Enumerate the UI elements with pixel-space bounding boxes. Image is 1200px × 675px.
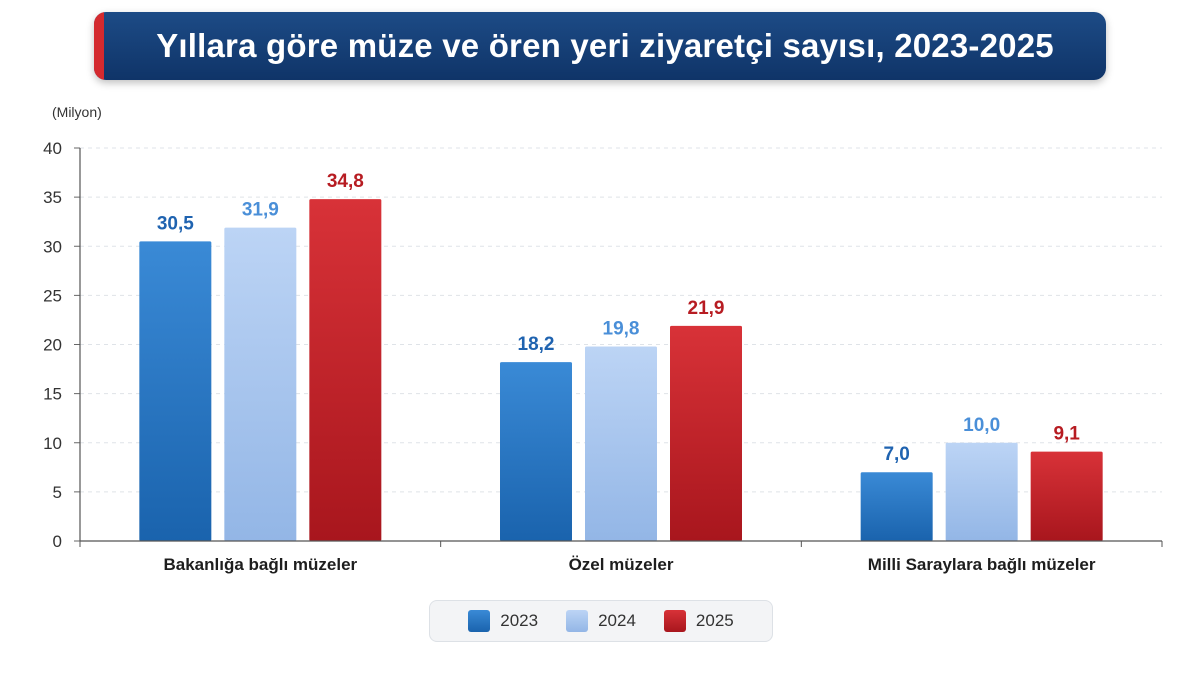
unit-label: (Milyon) [52, 104, 102, 120]
data-label-2024: 10,0 [963, 415, 1000, 436]
chart-title: Yıllara göre müze ve ören yeri ziyaretçi… [156, 27, 1054, 64]
y-tick-label: 35 [43, 188, 62, 207]
y-tick-label: 30 [43, 237, 62, 256]
data-label-2023: 18,2 [518, 334, 555, 355]
y-tick-label: 20 [43, 336, 62, 355]
bar-2024-2 [945, 442, 1018, 541]
bar-2025-0 [309, 199, 382, 541]
data-label-2023: 30,5 [157, 213, 194, 234]
legend-item-2025: 2025 [663, 610, 734, 632]
bar-2024-0 [224, 227, 297, 541]
bar-2023-0 [139, 241, 212, 541]
bar-2025-2 [1030, 451, 1103, 541]
legend-item-2024: 2024 [566, 610, 636, 632]
data-label-2025: 34,8 [327, 171, 364, 192]
y-tick-label: 5 [53, 483, 62, 502]
legend-swatch-2025 [663, 610, 686, 632]
title-accent-bar [94, 12, 104, 80]
data-label-2024: 19,8 [603, 318, 640, 339]
y-tick-label: 0 [53, 532, 62, 551]
y-tick-label: 40 [43, 139, 62, 158]
bar-2023-2 [860, 472, 933, 541]
legend-label-2025: 2025 [695, 611, 734, 630]
data-label-2025: 21,9 [688, 298, 725, 319]
legend-label-2023: 2023 [500, 611, 539, 630]
legend-label-2024: 2024 [598, 611, 636, 630]
data-label-2025: 9,1 [1053, 424, 1080, 445]
title-banner: Yıllara göre müze ve ören yeri ziyaretçi… [94, 12, 1106, 80]
category-label: Milli Saraylara bağlı müzeler [868, 555, 1096, 574]
legend-swatch-2024 [566, 610, 589, 632]
data-label-2023: 7,0 [883, 444, 909, 465]
y-tick-label: 10 [43, 434, 62, 453]
data-label-2024: 31,9 [242, 200, 279, 221]
category-label: Özel müzeler [569, 555, 674, 574]
y-tick-label: 25 [43, 286, 62, 305]
bar-2024-1 [585, 346, 657, 541]
legend-item-2023: 2023 [468, 610, 538, 632]
y-tick-label: 15 [43, 385, 62, 404]
bar-2025-1 [670, 325, 742, 541]
bar-2023-1 [500, 362, 572, 541]
legend-swatch-2023 [468, 610, 491, 632]
legend: 2023 2024 2025 [429, 600, 773, 642]
category-label: Bakanlığa bağlı müzeler [163, 555, 357, 574]
